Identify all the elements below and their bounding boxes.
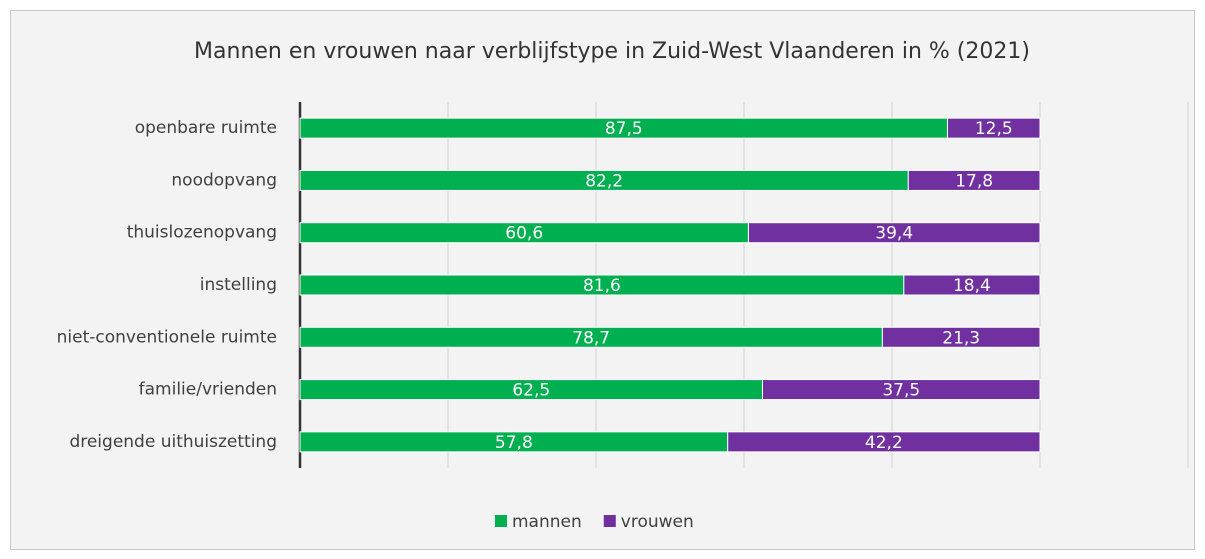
bar-segment: [727, 431, 1041, 453]
data-label: 17,8: [955, 171, 993, 191]
data-label: 82,2: [585, 171, 623, 191]
data-label: 21,3: [942, 328, 980, 348]
data-label: 78,7: [572, 328, 610, 348]
y-tick-label: dreigende uithuiszetting: [69, 432, 277, 452]
bar-segment: [903, 274, 1041, 296]
bar-segment: [881, 326, 1041, 348]
y-tick-label: openbare ruimte: [135, 118, 277, 138]
data-label: 18,4: [953, 276, 991, 296]
data-label: 62,5: [512, 381, 550, 401]
chart-title: Mannen en vrouwen naar verblijfstype in …: [194, 39, 1030, 64]
data-label: 42,2: [865, 433, 903, 453]
bar-segment: [762, 379, 1041, 401]
y-tick-label: instelling: [200, 275, 277, 295]
data-label: 81,6: [583, 276, 621, 296]
legend-label: vrouwen: [621, 512, 694, 532]
bar-segment: [907, 169, 1041, 191]
y-tick-label: noodopvang: [171, 170, 277, 190]
y-tick-label: familie/vrienden: [139, 380, 277, 400]
data-label: 87,5: [605, 119, 643, 139]
legend-label: mannen: [512, 512, 582, 532]
data-label: 57,8: [495, 433, 533, 453]
legend-swatch: [603, 515, 616, 527]
legend-swatch: [495, 515, 507, 527]
data-label: 12,5: [975, 119, 1013, 139]
y-tick-label: thuislozenopvang: [127, 223, 277, 243]
data-label: 60,6: [505, 224, 543, 244]
bar-segment: [747, 222, 1041, 244]
data-label: 39,4: [875, 224, 913, 244]
bar-segment: [947, 117, 1041, 139]
y-tick-label: niet-conventionele ruimte: [57, 327, 277, 347]
data-label: 37,5: [882, 381, 920, 401]
